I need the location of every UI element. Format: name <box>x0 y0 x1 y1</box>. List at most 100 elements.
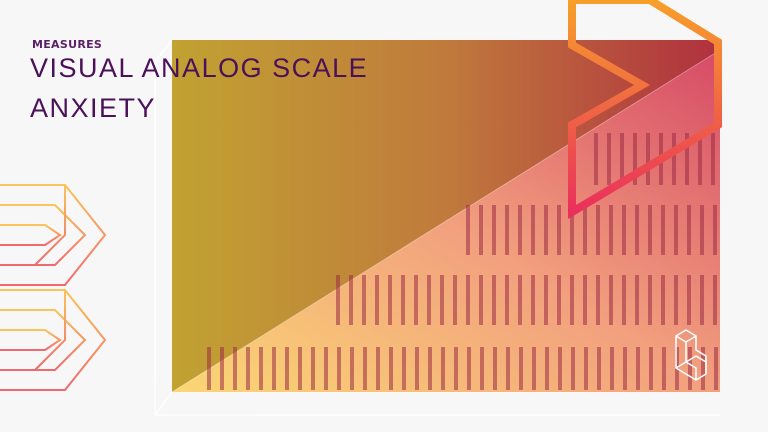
section-kicker: MEASURES <box>32 38 103 51</box>
scale-bar <box>662 347 666 390</box>
scale-bar <box>401 275 405 325</box>
scale-bar <box>609 275 613 325</box>
scale-bar <box>531 205 535 255</box>
scale-bar <box>685 133 689 185</box>
scale-bar <box>583 275 587 325</box>
scale-bar <box>506 347 510 390</box>
scale-bar <box>622 275 626 325</box>
scale-bar <box>649 347 653 390</box>
scale-bar <box>688 347 692 390</box>
scale-bar <box>414 275 418 325</box>
scale-bar <box>596 205 600 255</box>
scale-bar <box>646 133 650 185</box>
scale-bar <box>479 205 483 255</box>
scale-bar <box>661 275 665 325</box>
scale-bar <box>402 347 406 390</box>
scale-bar <box>607 133 611 185</box>
page-subtitle: ANXIETY <box>30 93 157 123</box>
scale-bar <box>453 275 457 325</box>
outline-box <box>154 39 720 416</box>
scale-bar <box>532 347 536 390</box>
scale-bar <box>298 347 302 390</box>
scale-bar <box>544 205 548 255</box>
scale-bar <box>259 347 263 390</box>
scale-bar <box>493 347 497 390</box>
scale-bar <box>714 347 718 390</box>
scale-bar <box>207 347 211 390</box>
scale-bar <box>350 347 354 390</box>
scale-bar <box>440 275 444 325</box>
scale-bar <box>246 347 250 390</box>
scale-bar <box>544 275 548 325</box>
scale-bar <box>635 205 639 255</box>
scale-bar <box>466 205 470 255</box>
scale-bar <box>233 347 237 390</box>
scale-bar <box>571 347 575 390</box>
scale-bar <box>672 133 676 185</box>
scale-bar <box>570 275 574 325</box>
scale-bar <box>558 347 562 390</box>
scale-bar <box>597 347 601 390</box>
scale-bar <box>596 275 600 325</box>
scale-bar <box>648 275 652 325</box>
scale-bars <box>207 133 718 390</box>
scale-bar <box>557 205 561 255</box>
scale-bar <box>388 275 392 325</box>
scale-bar <box>594 133 598 185</box>
scale-bar <box>336 275 340 325</box>
scale-bar <box>661 205 665 255</box>
scale-bar <box>311 347 315 390</box>
scale-bar <box>454 347 458 390</box>
scale-bar <box>622 205 626 255</box>
scale-bar <box>376 347 380 390</box>
scale-bar <box>648 205 652 255</box>
scale-bar <box>570 205 574 255</box>
scale-bar <box>700 205 704 255</box>
scale-bar <box>492 275 496 325</box>
scale-bar <box>337 347 341 390</box>
scale-bar <box>375 275 379 325</box>
scale-bar <box>467 347 471 390</box>
scale-bar <box>505 275 509 325</box>
scale-bar <box>492 205 496 255</box>
scale-bar <box>610 347 614 390</box>
chevron-outline-icon <box>568 0 722 220</box>
scale-bar <box>711 133 715 185</box>
scale-bar <box>505 205 509 255</box>
scale-bar <box>531 275 535 325</box>
scale-bar <box>633 133 637 185</box>
stacked-b-outline-icon <box>0 184 107 391</box>
scale-bar <box>545 347 549 390</box>
scale-bar <box>713 275 717 325</box>
scale-bar <box>674 205 678 255</box>
scale-bar <box>220 347 224 390</box>
scale-bar <box>518 205 522 255</box>
scale-bar <box>363 347 367 390</box>
scale-bar <box>362 275 366 325</box>
scale-bar <box>687 205 691 255</box>
scale-bar <box>519 347 523 390</box>
scale-bar <box>583 205 587 255</box>
scale-bar <box>635 275 639 325</box>
page-title: VISUAL ANALOG SCALE <box>30 53 369 83</box>
scale-bar <box>427 275 431 325</box>
scale-bar <box>620 133 624 185</box>
scale-bar <box>479 275 483 325</box>
scale-bar <box>713 205 717 255</box>
scale-bar <box>441 347 445 390</box>
scale-bar <box>285 347 289 390</box>
scale-bar <box>428 347 432 390</box>
scale-bar <box>609 205 613 255</box>
scale-bar <box>674 275 678 325</box>
scale-bar <box>623 347 627 390</box>
scale-bar <box>687 275 691 325</box>
b-cube-logo-icon <box>675 329 707 381</box>
scale-bar <box>415 347 419 390</box>
scale-bar <box>636 347 640 390</box>
scale-bar <box>518 275 522 325</box>
scale-bar <box>698 133 702 185</box>
scale-bar <box>480 347 484 390</box>
scale-bar <box>584 347 588 390</box>
scale-bar <box>700 275 704 325</box>
